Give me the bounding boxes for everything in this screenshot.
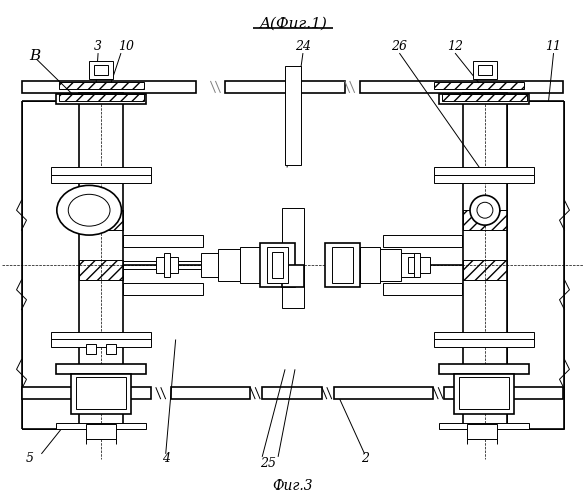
Bar	[360, 247, 380, 283]
Bar	[459, 378, 509, 409]
Circle shape	[477, 202, 493, 218]
Bar	[507, 101, 564, 429]
Bar	[52, 340, 151, 347]
Bar	[467, 424, 497, 439]
Bar	[79, 260, 123, 280]
Bar	[334, 387, 433, 399]
Text: B: B	[29, 49, 40, 63]
Bar	[52, 176, 151, 184]
Text: 3: 3	[94, 40, 102, 52]
Bar	[434, 332, 534, 340]
Bar	[89, 61, 113, 79]
Bar	[282, 265, 304, 287]
Bar	[262, 387, 322, 399]
Bar	[408, 257, 430, 273]
Ellipse shape	[68, 194, 110, 226]
Bar	[434, 176, 534, 184]
Bar	[383, 283, 462, 294]
Bar	[171, 387, 250, 399]
Bar	[86, 344, 96, 354]
Bar	[52, 332, 151, 340]
Text: 11: 11	[546, 40, 561, 52]
Bar	[56, 423, 146, 429]
Bar	[439, 94, 529, 104]
Bar	[86, 424, 116, 439]
Bar	[240, 247, 260, 283]
Bar	[156, 257, 178, 273]
Bar	[434, 168, 534, 175]
Bar	[282, 208, 304, 308]
Bar	[380, 249, 401, 281]
Bar	[76, 378, 126, 409]
Bar	[383, 235, 462, 247]
Bar	[52, 168, 151, 175]
Text: 5: 5	[25, 452, 33, 466]
Bar	[22, 101, 79, 429]
Bar	[71, 374, 131, 414]
Bar	[414, 253, 420, 277]
Bar	[401, 253, 420, 277]
Bar	[22, 387, 151, 399]
Bar	[267, 247, 288, 283]
Bar	[200, 253, 219, 277]
Text: 26: 26	[391, 40, 407, 52]
Text: 12: 12	[447, 40, 463, 52]
Bar	[434, 82, 524, 89]
Bar	[463, 93, 507, 429]
Bar	[163, 253, 170, 277]
Bar	[478, 65, 492, 75]
Bar	[260, 243, 295, 287]
Bar	[360, 81, 564, 93]
Bar	[473, 61, 497, 79]
Bar	[106, 344, 116, 354]
Bar	[463, 210, 507, 230]
Bar	[123, 235, 203, 247]
Bar	[59, 82, 144, 89]
Text: 25: 25	[260, 458, 276, 470]
Bar	[454, 374, 514, 414]
Bar	[332, 247, 353, 283]
Text: 4: 4	[162, 452, 170, 466]
Bar	[79, 93, 123, 429]
Bar	[434, 340, 534, 347]
Bar	[444, 387, 564, 399]
Text: 24: 24	[295, 40, 311, 52]
Bar	[325, 243, 360, 287]
Text: 2: 2	[360, 452, 369, 466]
Bar	[439, 423, 529, 429]
Bar	[442, 94, 527, 101]
Bar	[439, 364, 529, 374]
Bar	[219, 249, 240, 281]
Text: 10: 10	[118, 40, 134, 52]
Bar	[56, 94, 146, 104]
Bar	[94, 65, 108, 75]
Bar	[123, 283, 203, 294]
Bar	[22, 81, 196, 93]
Bar	[79, 210, 123, 230]
Bar	[226, 81, 345, 93]
Ellipse shape	[57, 186, 121, 235]
Text: Фиг.3: Фиг.3	[272, 478, 314, 492]
Text: A(Фиг.1): A(Фиг.1)	[259, 16, 327, 30]
Bar	[56, 364, 146, 374]
Bar	[272, 252, 283, 278]
Circle shape	[470, 196, 500, 225]
Bar	[59, 94, 144, 101]
Bar	[285, 66, 301, 166]
Bar	[463, 260, 507, 280]
